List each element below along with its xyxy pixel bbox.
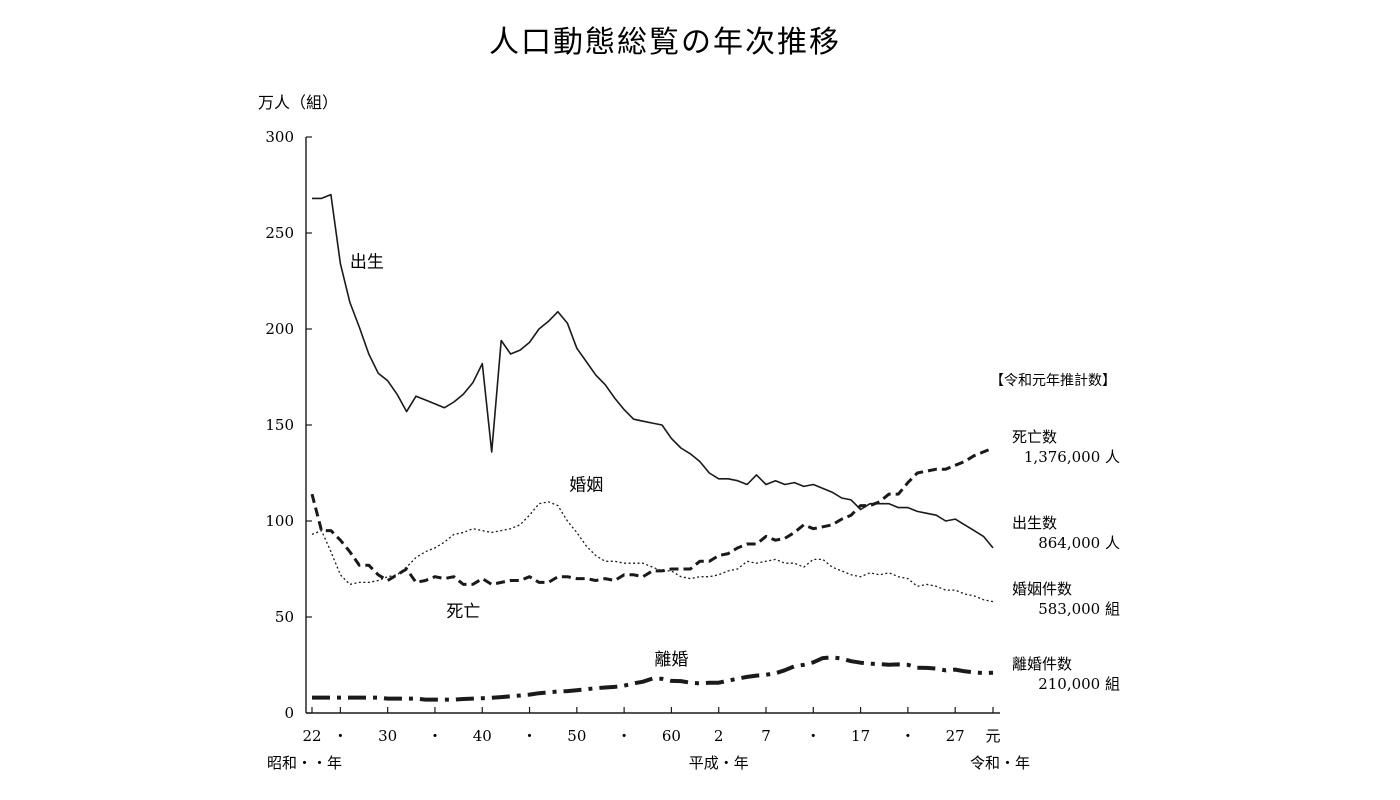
x-tick-label: 60 [662,727,681,745]
y-tick-label: 0 [284,704,294,722]
death-series-line [310,446,994,586]
y-tick-label: 200 [265,320,294,338]
era-label: 平成・年 [689,754,749,772]
y-tick-label: 100 [265,512,294,530]
summary-marriage-value: 583,000 組 [1038,600,1120,618]
y-axis-ticks: 0 50 100 150 200 250 300 [265,128,312,722]
y-tick-label: 250 [265,224,294,242]
x-tick-label: 22 [302,727,321,745]
summary-death-value: 1,376,000 人 [1024,448,1120,466]
summary-box: 【令和元年推計数】 死亡数 1,376,000 人 出生数 864,000 人 … [990,373,1120,693]
y-tick-label: 150 [265,416,294,434]
summary-marriage-name: 婚姻件数 [1012,580,1072,598]
era-labels: 昭和・・年 平成・年 令和・年 [267,754,1030,772]
summary-birth-name: 出生数 [1012,514,1057,532]
x-tick-label: ・ [427,727,442,745]
summary-birth-value: 864,000 人 [1038,534,1120,552]
x-tick-label: 27 [946,727,965,745]
summary-death-name: 死亡数 [1012,428,1057,446]
x-tick-label: ・ [900,727,915,745]
era-label: 令和・年 [970,754,1030,772]
x-tick-label: 30 [378,727,397,745]
x-tick-label: 元 [985,727,1000,745]
marriage-series-line [311,501,994,603]
death-series-label: 死亡 [446,602,480,622]
y-tick-label: 50 [275,608,294,626]
x-tick-label: 7 [761,727,771,745]
x-axis-ticks: 22 ・ 30 ・ 40 ・ 50 ・ 60 2 7 ・ 17 ・ 27 元 [302,707,1001,745]
divorce-series-label: 離婚 [654,650,688,670]
series-lines [310,193,994,702]
summary-divorce-value: 210,000 組 [1038,675,1120,693]
y-axis-unit-label: 万人（組） [258,93,338,112]
birth-series-line [312,193,994,549]
x-tick-label: 2 [714,727,724,745]
x-tick-label: ・ [617,727,632,745]
summary-heading: 【令和元年推計数】 [990,373,1116,389]
summary-divorce-name: 離婚件数 [1012,655,1072,673]
birth-series-label: 出生 [350,253,384,273]
marriage-series-label: 婚姻 [569,475,603,495]
x-tick-label: 17 [851,727,870,745]
divorce-series-line [312,655,994,702]
x-tick-label: ・ [333,727,348,745]
x-tick-label: 50 [567,727,586,745]
x-tick-label: ・ [522,727,537,745]
era-label: 昭和・・年 [267,754,342,772]
chart-title: 人口動態総覧の年次推移 [489,25,841,60]
x-tick-label: ・ [806,727,821,745]
y-tick-label: 300 [265,128,294,146]
x-tick-label: 40 [473,727,492,745]
